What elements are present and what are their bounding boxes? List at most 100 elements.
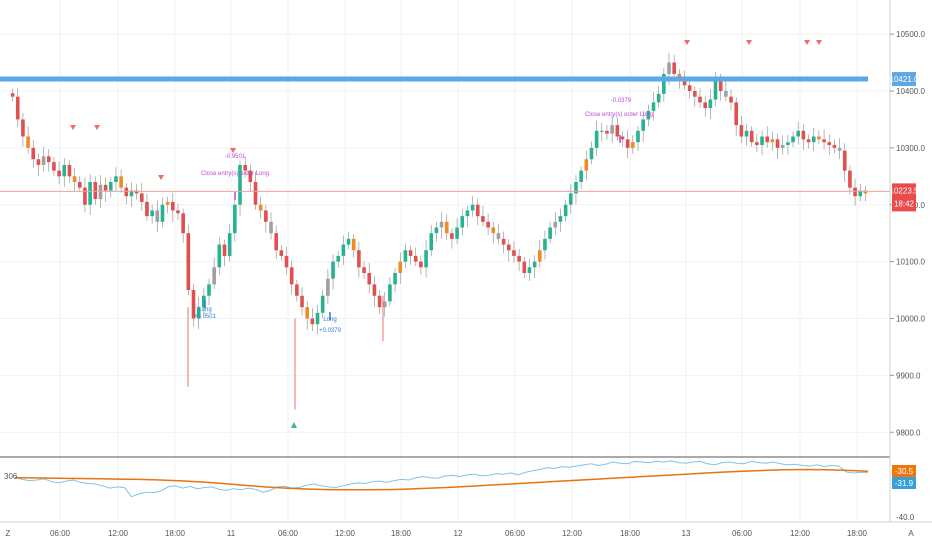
candle [724, 91, 728, 97]
candle [481, 216, 485, 222]
candle [139, 193, 144, 202]
candle [357, 250, 361, 268]
candle [429, 233, 434, 251]
sell-marker [816, 40, 822, 45]
candle [279, 250, 284, 256]
candle [398, 261, 403, 273]
candle [253, 182, 258, 205]
price-lines [0, 76, 890, 192]
candle [202, 295, 206, 308]
candle [532, 261, 537, 268]
candle [145, 201, 149, 217]
candle [264, 210, 268, 222]
candle [217, 244, 222, 268]
price-tick-label: 10500.0 [896, 30, 925, 39]
annotation-label: Long [198, 307, 211, 313]
candle [537, 250, 542, 262]
time-tick-label: 18:00 [391, 529, 412, 538]
annotation-label: +0.0379 [319, 328, 342, 334]
candle [568, 193, 573, 205]
candle [848, 170, 852, 188]
sell-marker [70, 125, 76, 130]
indicator-blue-tag-label: -31.9 [895, 479, 914, 488]
candle [744, 130, 749, 137]
candle [610, 125, 614, 134]
annotation-label: Close entry(s) order Long [201, 171, 269, 177]
candle [243, 164, 247, 171]
candle [367, 273, 372, 285]
candle [579, 170, 583, 182]
time-tick-label: 12:00 [562, 529, 583, 538]
candle [811, 136, 816, 143]
indicator-orange-tag-label: -30.5 [895, 467, 914, 476]
candle [165, 201, 170, 205]
sell-marker [230, 148, 236, 153]
candle [176, 210, 180, 214]
last-price-tag-label: 10223.5 [890, 186, 919, 195]
axes: 10500.010400.010300.010200.010100.010000… [0, 0, 932, 538]
time-tick-label: 06:00 [278, 529, 299, 538]
candle [450, 233, 454, 239]
candle [88, 182, 92, 205]
candle [41, 156, 46, 165]
candle [52, 162, 56, 171]
candle [300, 295, 304, 308]
candle [289, 267, 294, 285]
price-tick-label: 10400.0 [896, 87, 925, 96]
signal-markers [70, 40, 822, 428]
candle [108, 182, 113, 191]
candle [842, 150, 847, 171]
candle [594, 130, 599, 148]
candle [765, 136, 770, 143]
time-tick-label: 18:00 [847, 529, 868, 538]
time-tick-label: 12:00 [335, 529, 356, 538]
candle [196, 307, 201, 319]
candle [103, 184, 108, 191]
candle [362, 267, 366, 273]
candle [455, 227, 459, 239]
candle [656, 93, 661, 103]
candle [791, 136, 795, 143]
candle [15, 96, 20, 120]
resistance-tag [892, 72, 916, 87]
buy-marker [291, 422, 297, 428]
candle [817, 136, 821, 140]
time-tick-label: 12 [454, 529, 463, 538]
candle [775, 139, 780, 148]
candle [413, 255, 418, 262]
candle [584, 159, 589, 171]
candle [114, 176, 118, 182]
last-price-time-label: 18:42 [894, 199, 915, 208]
candle [486, 221, 490, 228]
candle [269, 221, 273, 234]
price-tick-label: 10000.0 [896, 315, 925, 324]
candle [191, 290, 196, 319]
sell-marker [94, 125, 100, 130]
candle [155, 210, 160, 222]
candle [238, 164, 242, 205]
candle [98, 184, 103, 200]
candle [718, 79, 723, 91]
candle [527, 267, 532, 273]
indicator-pane[interactable] [14, 460, 869, 498]
candle [646, 110, 651, 120]
candle [822, 139, 826, 143]
candle [434, 227, 439, 234]
candle [408, 250, 413, 256]
candle [832, 145, 837, 148]
candle [284, 255, 289, 268]
candle [786, 142, 790, 146]
candle [36, 159, 41, 165]
candle [605, 130, 609, 134]
candle [708, 99, 713, 109]
time-tick-label: 18:00 [620, 529, 641, 538]
candle [749, 130, 754, 143]
candle [837, 147, 842, 151]
candle [739, 125, 744, 137]
candle [326, 278, 330, 296]
candle [553, 221, 558, 228]
candle [57, 170, 61, 177]
candle [305, 307, 310, 319]
